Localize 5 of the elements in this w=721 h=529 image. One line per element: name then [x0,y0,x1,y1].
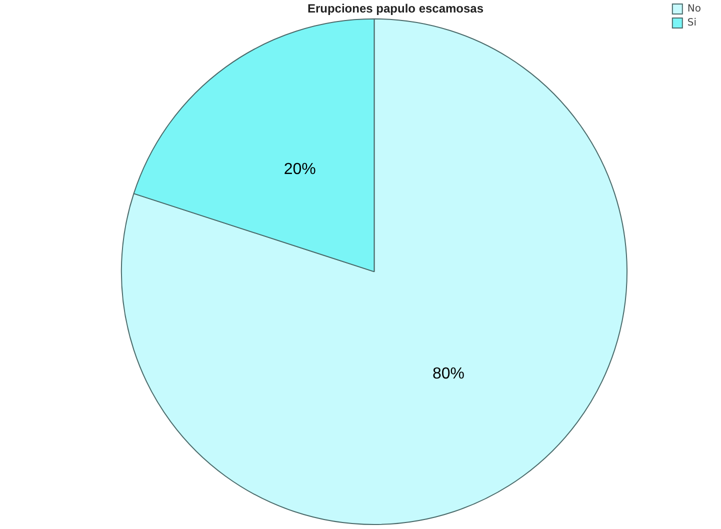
data-label: 80% [432,365,465,382]
data-label: 20% [284,160,316,178]
chart-title: Erupciones papulo escamosas [307,2,484,16]
legend-label: No [687,4,702,15]
legend-label: Si [687,18,697,29]
